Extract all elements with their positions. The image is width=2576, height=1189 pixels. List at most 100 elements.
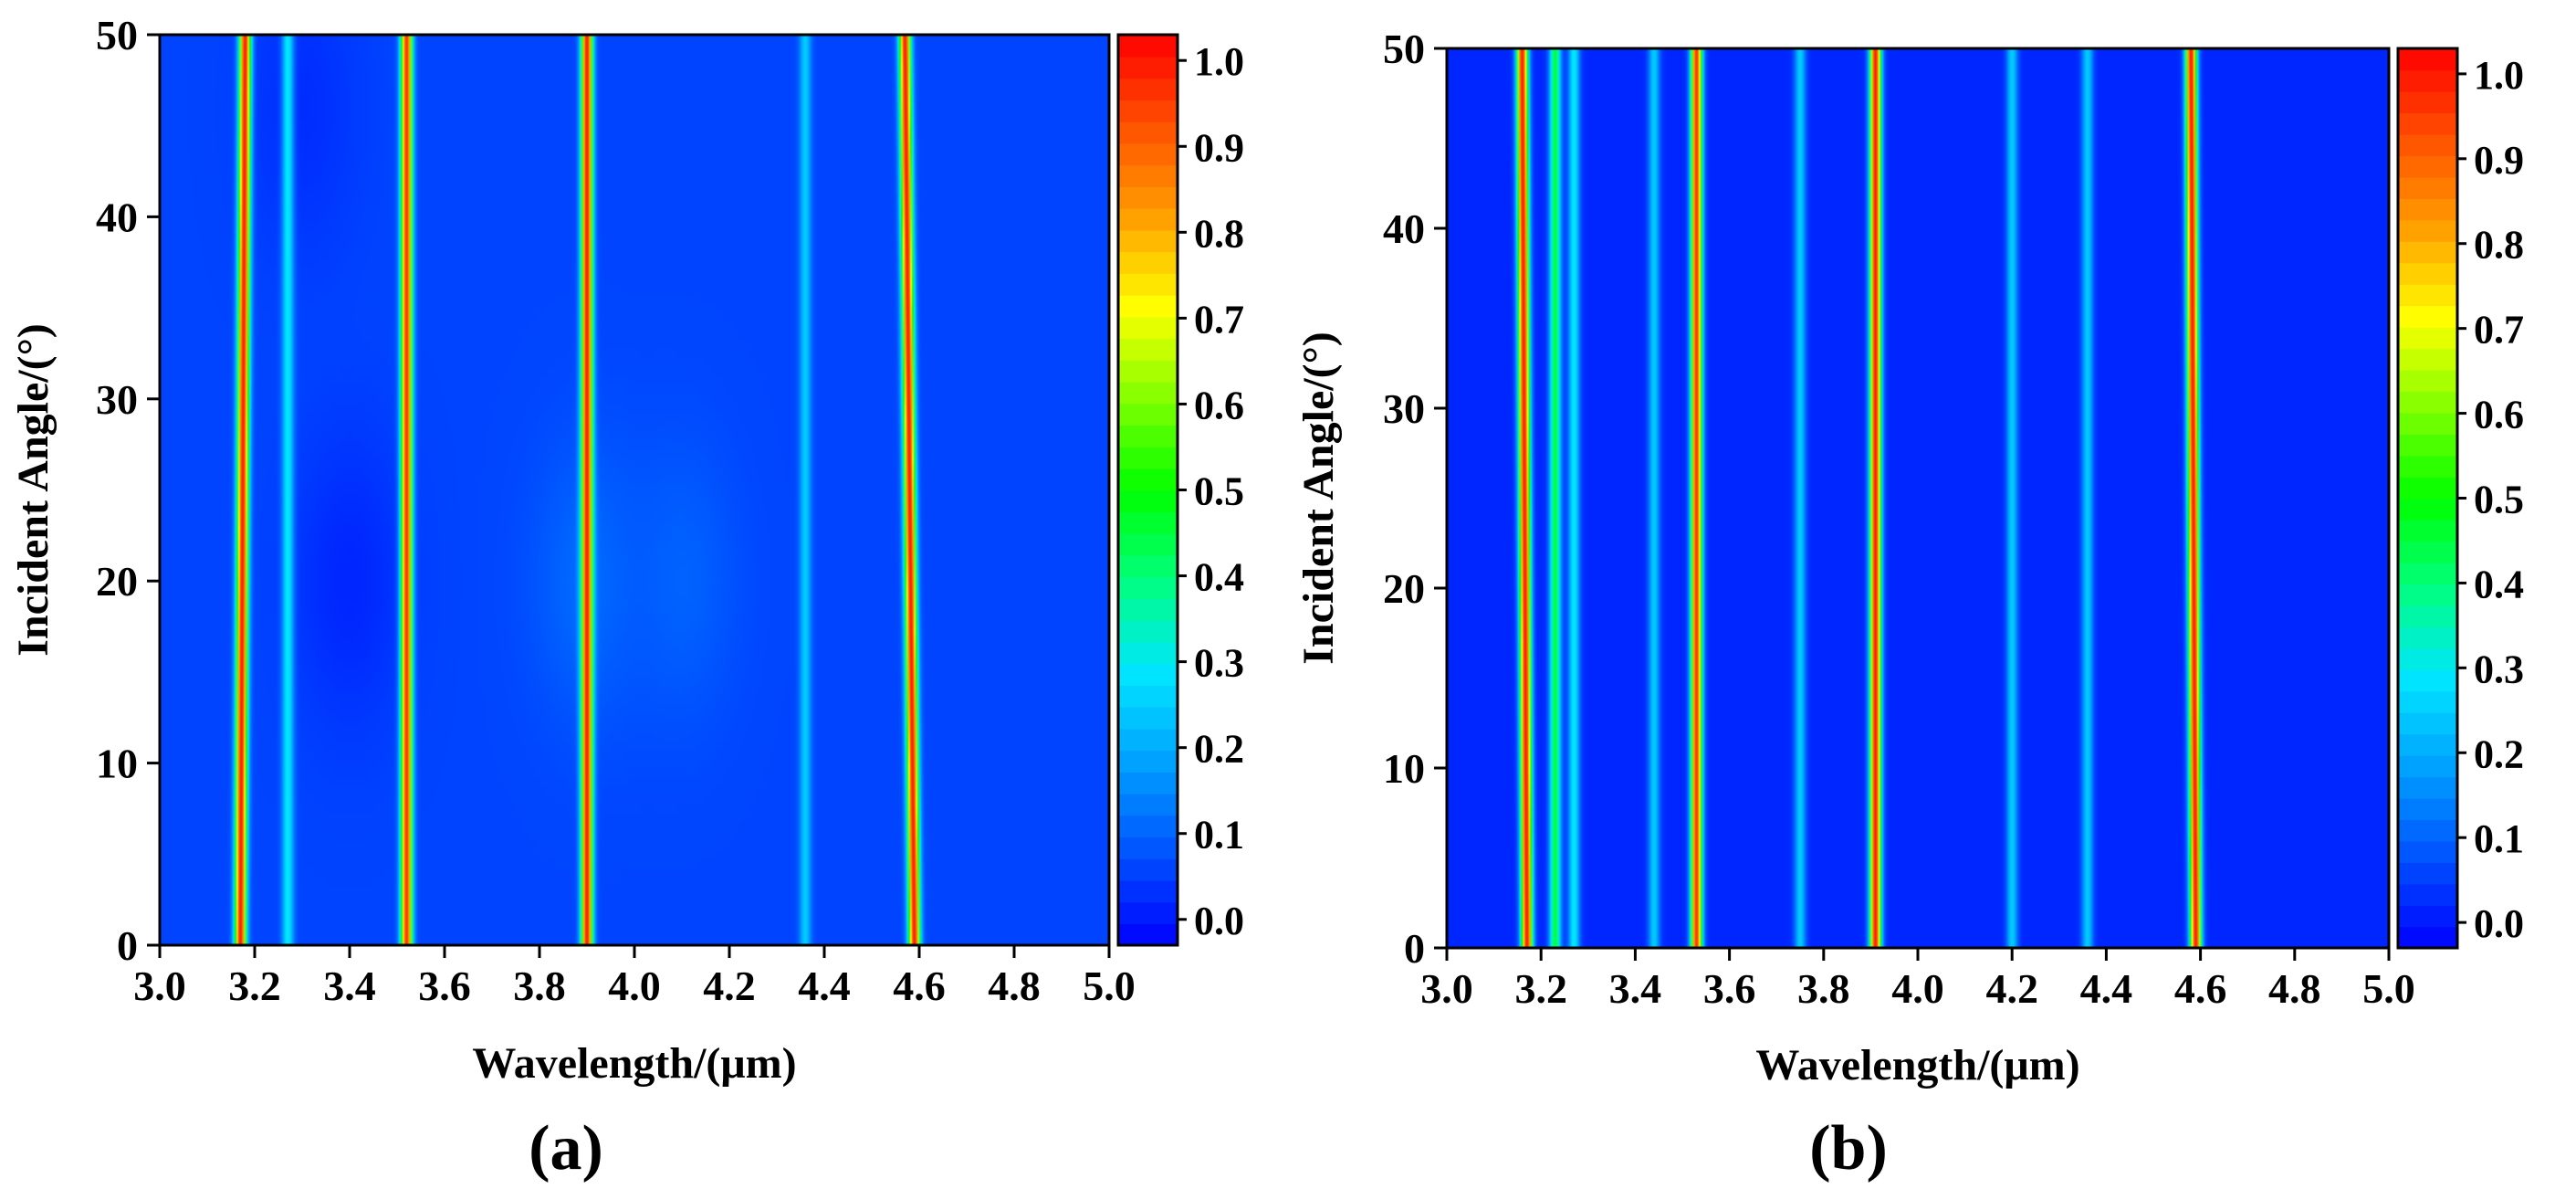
panel-label-b: (b) <box>1809 1113 1888 1184</box>
colorbar-band <box>1118 338 1178 361</box>
colorbar-band <box>1118 837 1178 859</box>
x-tick-label: 5.0 <box>2362 965 2415 1012</box>
x-tick-label: 5.0 <box>1083 963 1136 1009</box>
y-tick-label: 0 <box>1404 925 1425 972</box>
colorbar-band <box>2398 412 2457 435</box>
colorbar-tick-label: 0.5 <box>1194 469 1244 514</box>
colorbar-band <box>1118 511 1178 534</box>
colorbar-band <box>2398 283 2457 307</box>
colorbar-band <box>1118 641 1178 665</box>
colorbar-band <box>2398 712 2457 735</box>
colorbar-band <box>2398 647 2457 670</box>
colorbar-tick-label: 0.3 <box>1194 641 1244 686</box>
panel-a: 3.0 3.2 3.4 3.6 3.8 4.0 4.2 4.4 4.6 4.8 5.0 0 10 20 30… <box>9 12 1244 1184</box>
colorbar-tick-label: 0.4 <box>1194 555 1244 600</box>
colorbar-band <box>1118 728 1178 752</box>
colorbar-band <box>2398 541 2457 563</box>
x-axis-label: Wavelength/(μm) <box>472 1039 796 1088</box>
x-tick-label: 3.6 <box>418 963 471 1009</box>
colorbar-tick-label: 0.5 <box>2474 478 2524 522</box>
colorbar-band <box>2398 690 2457 713</box>
colorbar-band <box>1118 142 1178 166</box>
panel-label-a: (a) <box>529 1113 603 1184</box>
colorbar-band <box>2398 198 2457 221</box>
x-tick-label: 4.0 <box>608 963 661 1009</box>
x-tick-label: 3.0 <box>133 963 186 1009</box>
y-tick-label: 40 <box>96 194 138 240</box>
colorbar-band <box>1118 100 1178 122</box>
colorbar-band <box>1118 489 1178 513</box>
y-tick-label: 0 <box>117 922 138 969</box>
colorbar-band <box>2398 797 2457 821</box>
colorbar-band <box>1118 56 1178 79</box>
colorbar-band <box>2398 348 2457 371</box>
colorbar-tick-label: 0.1 <box>2474 816 2524 861</box>
colorbar-band <box>1118 294 1178 318</box>
colorbar-band <box>1118 447 1178 469</box>
colorbar-band <box>1118 619 1178 643</box>
colorbar-band <box>2398 562 2457 585</box>
colorbar-band <box>2398 584 2457 606</box>
colorbar-band <box>1118 923 1178 946</box>
colorbar-band <box>2398 90 2457 114</box>
colorbar-tick-label: 0.2 <box>2474 731 2524 776</box>
x-tick-label: 4.2 <box>703 963 756 1009</box>
y-tick-label: 10 <box>1383 745 1425 792</box>
colorbar-band <box>1118 576 1178 599</box>
colorbar-band <box>1118 554 1178 578</box>
x-tick-label: 4.2 <box>1985 965 2038 1012</box>
colorbar-tick-label: 0.0 <box>1194 899 1244 943</box>
y-tick-label: 20 <box>1383 565 1425 612</box>
y-tick-label: 30 <box>1383 385 1425 432</box>
colorbar-tick-label: 0.9 <box>1194 125 1244 170</box>
colorbar-band <box>1118 207 1178 231</box>
colorbar-band <box>2398 819 2457 842</box>
colorbar-tick-label: 0.7 <box>1194 297 1244 342</box>
colorbar-band <box>1118 425 1178 447</box>
x-tick-label: 3.4 <box>323 963 376 1009</box>
colorbar-band <box>1118 901 1178 925</box>
colorbar-band <box>1118 229 1178 253</box>
colorbar-band <box>1118 78 1178 101</box>
colorbar-band <box>2398 219 2457 242</box>
colorbar-band <box>1118 598 1178 621</box>
colorbar-band <box>1118 360 1178 383</box>
colorbar-band <box>1118 186 1178 209</box>
colorbar-band <box>2398 326 2457 350</box>
colorbar-band <box>1118 750 1178 773</box>
colorbar-band <box>2398 305 2457 328</box>
colorbar-band <box>2398 862 2457 885</box>
heatmap-chart-a: 3.0 3.2 3.4 3.6 3.8 4.0 4.2 4.4 4.6 4.8 5.0 0 10 20 30… <box>9 12 1244 1088</box>
colorbar-band <box>1118 685 1178 708</box>
x-tick-label: 4.4 <box>798 963 851 1009</box>
colorbar-tick-label: 0.6 <box>1194 383 1244 427</box>
heatmap-chart-b: 3.0 3.2 3.4 3.6 3.8 4.0 4.2 4.4 4.6 4.8 5.0 0 10 20 30… <box>1294 26 2524 1089</box>
colorbar-band <box>1118 251 1178 274</box>
y-tick-label: 50 <box>1383 26 1425 72</box>
colorbar-tick-label: 0.6 <box>2474 393 2524 437</box>
colorbar-band <box>2398 176 2457 199</box>
x-tick-label: 3.0 <box>1420 965 1473 1012</box>
colorbar-band <box>2398 840 2457 863</box>
colorbar-band <box>2398 754 2457 778</box>
colorbar-band <box>1118 381 1178 405</box>
colorbar-band <box>2398 262 2457 285</box>
x-tick-label: 4.4 <box>2080 965 2133 1012</box>
colorbar-band <box>2398 776 2457 799</box>
y-tick-label: 40 <box>1383 205 1425 252</box>
y-tick-label: 30 <box>96 376 138 423</box>
x-tick-label: 3.4 <box>1609 965 1662 1012</box>
colorbar-band <box>1118 793 1178 816</box>
colorbar-band <box>1118 663 1178 686</box>
x-tick-label: 3.6 <box>1703 965 1756 1012</box>
colorbar-tick-label: 0.0 <box>2474 901 2524 946</box>
y-axis-label: Incident Angle/(°) <box>9 323 58 657</box>
colorbar-tick-label: 0.8 <box>1194 211 1244 256</box>
colorbar-tick-label: 1.0 <box>2474 53 2524 98</box>
colorbar-band <box>1118 815 1178 838</box>
colorbar-band <box>1118 121 1178 144</box>
y-axis-label: Incident Angle/(°) <box>1294 331 1343 665</box>
colorbar-tick-label: 1.0 <box>1194 39 1244 84</box>
x-tick-label: 3.8 <box>1797 965 1850 1012</box>
